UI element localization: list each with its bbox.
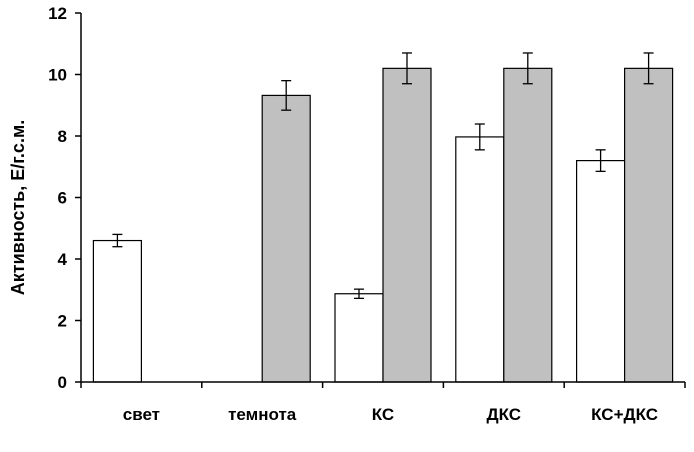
y-tick-label: 8 [58, 127, 67, 146]
bar [503, 67, 553, 383]
bar [261, 94, 311, 383]
category-label: КС+ДКС [591, 405, 658, 424]
y-tick-label: 12 [48, 4, 67, 23]
bars-layer [92, 52, 674, 383]
bar [334, 293, 384, 383]
category-label: темнота [228, 405, 297, 424]
category-label: ДКС [487, 405, 522, 424]
bar [382, 67, 432, 383]
y-tick-label: 10 [48, 66, 67, 85]
y-tick-label: 6 [58, 189, 67, 208]
y-axis-title: Активность, Е/г.с.м. [8, 120, 28, 296]
y-tick-label: 0 [58, 373, 67, 392]
bar [455, 136, 505, 383]
y-tick-label: 4 [58, 250, 68, 269]
bar [575, 160, 626, 383]
y-tick-label: 2 [58, 312, 67, 331]
category-label: КС [372, 405, 394, 424]
bar [623, 67, 674, 383]
bar [92, 239, 143, 383]
ticks-layer: 0 2 4 6 8 10 12 свет темнота КС ДКС КС+ДКС [48, 4, 686, 424]
category-label: свет [123, 405, 160, 424]
